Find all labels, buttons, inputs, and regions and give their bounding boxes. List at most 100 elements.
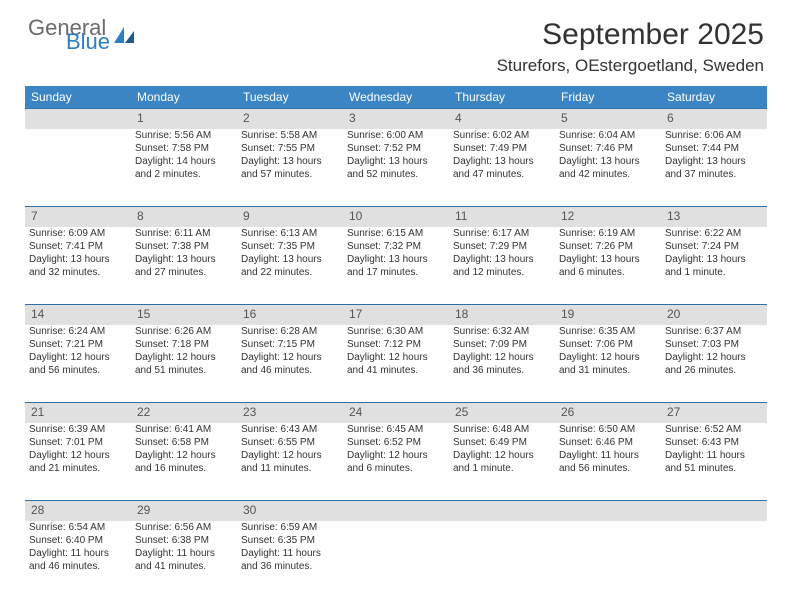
daylight-line: Daylight: 11 hours and 46 minutes. [29, 547, 127, 573]
day-content-cell: Sunrise: 6:35 AMSunset: 7:06 PMDaylight:… [555, 325, 661, 403]
calendar-body: 123456Sunrise: 5:56 AMSunset: 7:58 PMDay… [25, 109, 767, 599]
day-number-cell: 9 [237, 207, 343, 227]
daylight-line: Daylight: 13 hours and 22 minutes. [241, 253, 339, 279]
day-content-cell: Sunrise: 6:19 AMSunset: 7:26 PMDaylight:… [555, 227, 661, 305]
sunset-line: Sunset: 7:38 PM [135, 240, 233, 253]
daylight-line: Daylight: 13 hours and 32 minutes. [29, 253, 127, 279]
day-content-cell [661, 521, 767, 599]
brand-text-2: Blue [66, 32, 110, 52]
sunrise-line: Sunrise: 6:50 AM [559, 423, 657, 436]
day-content-cell: Sunrise: 6:30 AMSunset: 7:12 PMDaylight:… [343, 325, 449, 403]
sunset-line: Sunset: 7:03 PM [665, 338, 763, 351]
day-number-cell: 29 [131, 501, 237, 521]
weekday-header: Tuesday [237, 86, 343, 109]
sunset-line: Sunset: 7:58 PM [135, 142, 233, 155]
day-content-cell: Sunrise: 6:41 AMSunset: 6:58 PMDaylight:… [131, 423, 237, 501]
day-number-cell: 3 [343, 109, 449, 129]
daylight-line: Daylight: 12 hours and 16 minutes. [135, 449, 233, 475]
daynum-row: 123456 [25, 109, 767, 129]
sunset-line: Sunset: 6:52 PM [347, 436, 445, 449]
sunrise-line: Sunrise: 6:19 AM [559, 227, 657, 240]
location-text: Sturefors, OEstergoetland, Sweden [497, 56, 764, 76]
sunrise-line: Sunrise: 6:30 AM [347, 325, 445, 338]
day-content-cell: Sunrise: 6:59 AMSunset: 6:35 PMDaylight:… [237, 521, 343, 599]
month-title: September 2025 [497, 18, 764, 52]
daylight-line: Daylight: 11 hours and 51 minutes. [665, 449, 763, 475]
sunrise-line: Sunrise: 5:58 AM [241, 129, 339, 142]
sunset-line: Sunset: 7:01 PM [29, 436, 127, 449]
content-row: Sunrise: 6:24 AMSunset: 7:21 PMDaylight:… [25, 325, 767, 403]
day-number-cell: 10 [343, 207, 449, 227]
daynum-row: 78910111213 [25, 207, 767, 227]
day-content-cell: Sunrise: 6:24 AMSunset: 7:21 PMDaylight:… [25, 325, 131, 403]
sunrise-line: Sunrise: 6:02 AM [453, 129, 551, 142]
daylight-line: Daylight: 12 hours and 11 minutes. [241, 449, 339, 475]
day-content-cell: Sunrise: 6:22 AMSunset: 7:24 PMDaylight:… [661, 227, 767, 305]
day-content-cell: Sunrise: 6:11 AMSunset: 7:38 PMDaylight:… [131, 227, 237, 305]
daylight-line: Daylight: 13 hours and 57 minutes. [241, 155, 339, 181]
calendar-table: SundayMondayTuesdayWednesdayThursdayFrid… [25, 86, 767, 599]
daylight-line: Daylight: 11 hours and 56 minutes. [559, 449, 657, 475]
sunset-line: Sunset: 7:29 PM [453, 240, 551, 253]
daylight-line: Daylight: 13 hours and 47 minutes. [453, 155, 551, 181]
day-content-cell: Sunrise: 6:39 AMSunset: 7:01 PMDaylight:… [25, 423, 131, 501]
day-number-cell: 23 [237, 403, 343, 423]
day-content-cell [449, 521, 555, 599]
daylight-line: Daylight: 12 hours and 46 minutes. [241, 351, 339, 377]
sunset-line: Sunset: 6:55 PM [241, 436, 339, 449]
sunset-line: Sunset: 7:35 PM [241, 240, 339, 253]
sunrise-line: Sunrise: 6:11 AM [135, 227, 233, 240]
sunrise-line: Sunrise: 6:39 AM [29, 423, 127, 436]
sunset-line: Sunset: 7:06 PM [559, 338, 657, 351]
day-number-cell: 5 [555, 109, 661, 129]
sunset-line: Sunset: 7:09 PM [453, 338, 551, 351]
sunrise-line: Sunrise: 6:32 AM [453, 325, 551, 338]
day-number-cell: 24 [343, 403, 449, 423]
day-number-cell [25, 109, 131, 129]
sunset-line: Sunset: 6:43 PM [665, 436, 763, 449]
weekday-header-row: SundayMondayTuesdayWednesdayThursdayFrid… [25, 86, 767, 109]
day-content-cell [555, 521, 661, 599]
sunset-line: Sunset: 7:55 PM [241, 142, 339, 155]
sunrise-line: Sunrise: 6:04 AM [559, 129, 657, 142]
daylight-line: Daylight: 12 hours and 41 minutes. [347, 351, 445, 377]
day-number-cell: 15 [131, 305, 237, 325]
day-content-cell: Sunrise: 6:43 AMSunset: 6:55 PMDaylight:… [237, 423, 343, 501]
sunrise-line: Sunrise: 6:59 AM [241, 521, 339, 534]
sunrise-line: Sunrise: 6:52 AM [665, 423, 763, 436]
weekday-header: Friday [555, 86, 661, 109]
daylight-line: Daylight: 12 hours and 56 minutes. [29, 351, 127, 377]
day-number-cell: 4 [449, 109, 555, 129]
day-number-cell: 2 [237, 109, 343, 129]
day-number-cell: 6 [661, 109, 767, 129]
weekday-header: Saturday [661, 86, 767, 109]
sunset-line: Sunset: 7:24 PM [665, 240, 763, 253]
day-number-cell: 1 [131, 109, 237, 129]
day-number-cell: 17 [343, 305, 449, 325]
sunrise-line: Sunrise: 6:13 AM [241, 227, 339, 240]
day-content-cell: Sunrise: 6:52 AMSunset: 6:43 PMDaylight:… [661, 423, 767, 501]
day-number-cell: 14 [25, 305, 131, 325]
day-content-cell: Sunrise: 6:06 AMSunset: 7:44 PMDaylight:… [661, 129, 767, 207]
sunset-line: Sunset: 7:32 PM [347, 240, 445, 253]
daylight-line: Daylight: 12 hours and 51 minutes. [135, 351, 233, 377]
day-content-cell: Sunrise: 6:26 AMSunset: 7:18 PMDaylight:… [131, 325, 237, 403]
day-number-cell: 25 [449, 403, 555, 423]
sunset-line: Sunset: 7:41 PM [29, 240, 127, 253]
day-content-cell: Sunrise: 6:15 AMSunset: 7:32 PMDaylight:… [343, 227, 449, 305]
daynum-row: 21222324252627 [25, 403, 767, 423]
day-number-cell: 28 [25, 501, 131, 521]
sunrise-line: Sunrise: 6:56 AM [135, 521, 233, 534]
day-content-cell [343, 521, 449, 599]
content-row: Sunrise: 6:09 AMSunset: 7:41 PMDaylight:… [25, 227, 767, 305]
day-content-cell: Sunrise: 6:13 AMSunset: 7:35 PMDaylight:… [237, 227, 343, 305]
day-content-cell: Sunrise: 6:50 AMSunset: 6:46 PMDaylight:… [555, 423, 661, 501]
day-number-cell [343, 501, 449, 521]
content-row: Sunrise: 6:39 AMSunset: 7:01 PM Daylight:… [25, 423, 767, 501]
day-number-cell [661, 501, 767, 521]
day-number-cell: 21 [25, 403, 131, 423]
sunset-line: Sunset: 7:52 PM [347, 142, 445, 155]
daylight-line: Daylight: 13 hours and 12 minutes. [453, 253, 551, 279]
day-content-cell: Sunrise: 6:45 AMSunset: 6:52 PMDaylight:… [343, 423, 449, 501]
sunrise-line: Sunrise: 6:26 AM [135, 325, 233, 338]
